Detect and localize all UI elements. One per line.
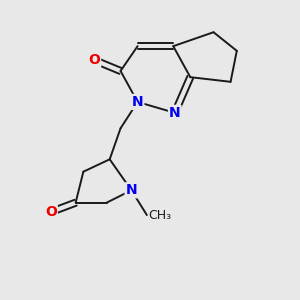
Text: O: O: [88, 53, 100, 67]
Text: CH₃: CH₃: [148, 208, 172, 222]
Text: O: O: [45, 205, 57, 219]
Text: N: N: [169, 106, 181, 120]
Text: N: N: [132, 95, 143, 109]
Text: N: N: [126, 183, 137, 197]
